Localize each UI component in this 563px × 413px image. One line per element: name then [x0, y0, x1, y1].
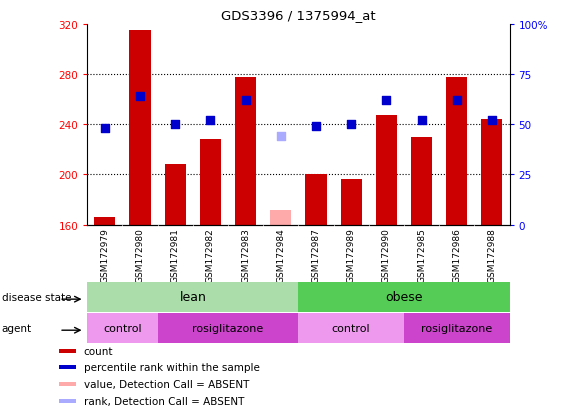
- Text: percentile rank within the sample: percentile rank within the sample: [83, 362, 260, 372]
- Text: disease state: disease state: [2, 292, 71, 302]
- Bar: [87, 282, 298, 312]
- Point: [241, 97, 250, 104]
- Bar: [129, 31, 151, 225]
- Bar: [411, 138, 432, 225]
- Bar: [341, 180, 362, 225]
- Bar: [481, 120, 503, 225]
- Bar: [59, 366, 76, 369]
- Text: value, Detection Call = ABSENT: value, Detection Call = ABSENT: [83, 379, 249, 389]
- Text: rosiglitazone: rosiglitazone: [193, 323, 263, 333]
- Point: [276, 134, 285, 140]
- Point: [417, 118, 426, 124]
- Bar: [270, 210, 292, 225]
- Bar: [59, 399, 76, 403]
- Point: [347, 122, 356, 128]
- Point: [488, 118, 497, 124]
- Bar: [95, 218, 115, 225]
- Bar: [298, 313, 404, 343]
- Bar: [306, 175, 327, 225]
- Text: rosiglitazone: rosiglitazone: [421, 323, 493, 333]
- Text: agent: agent: [2, 323, 32, 333]
- Bar: [87, 313, 158, 343]
- Text: control: control: [103, 323, 142, 333]
- Text: control: control: [332, 323, 370, 333]
- Bar: [235, 77, 256, 225]
- Point: [206, 118, 215, 124]
- Point: [100, 126, 109, 132]
- Bar: [158, 313, 298, 343]
- Bar: [298, 282, 510, 312]
- Title: GDS3396 / 1375994_at: GDS3396 / 1375994_at: [221, 9, 376, 22]
- Bar: [446, 77, 467, 225]
- Point: [136, 94, 145, 100]
- Point: [311, 123, 320, 130]
- Bar: [59, 349, 76, 353]
- Text: lean: lean: [180, 290, 206, 304]
- Text: rank, Detection Call = ABSENT: rank, Detection Call = ABSENT: [83, 396, 244, 406]
- Bar: [200, 140, 221, 225]
- Bar: [59, 382, 76, 386]
- Bar: [404, 313, 510, 343]
- Point: [452, 97, 461, 104]
- Text: obese: obese: [385, 290, 423, 304]
- Bar: [376, 116, 397, 225]
- Text: count: count: [83, 347, 113, 356]
- Point: [382, 97, 391, 104]
- Point: [171, 122, 180, 128]
- Bar: [165, 165, 186, 225]
